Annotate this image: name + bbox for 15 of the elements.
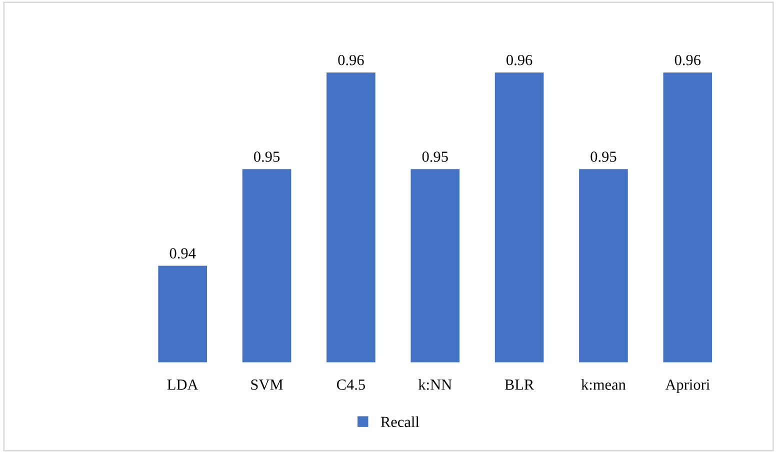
x-tick-label: C4.5 [336,380,365,390]
data-label: 0.95 [254,152,280,162]
data-label: 0.96 [674,54,701,66]
x-tick-label: k:NN [418,379,452,390]
data-label: 0.96 [338,54,364,66]
x-tick-label: k:mean [581,379,626,390]
data-label: 0.95 [422,152,448,162]
data-label: 0.96 [506,54,532,66]
data-label: 0.94 [170,248,196,259]
x-tick-label: LDA [167,380,198,390]
data-label: 0.95 [590,152,616,162]
legend-label: Recall [380,416,420,428]
x-tick-label: SVM [251,380,283,390]
x-tick-label: BLR [504,380,534,390]
x-tick-label: Apriori [665,380,710,393]
